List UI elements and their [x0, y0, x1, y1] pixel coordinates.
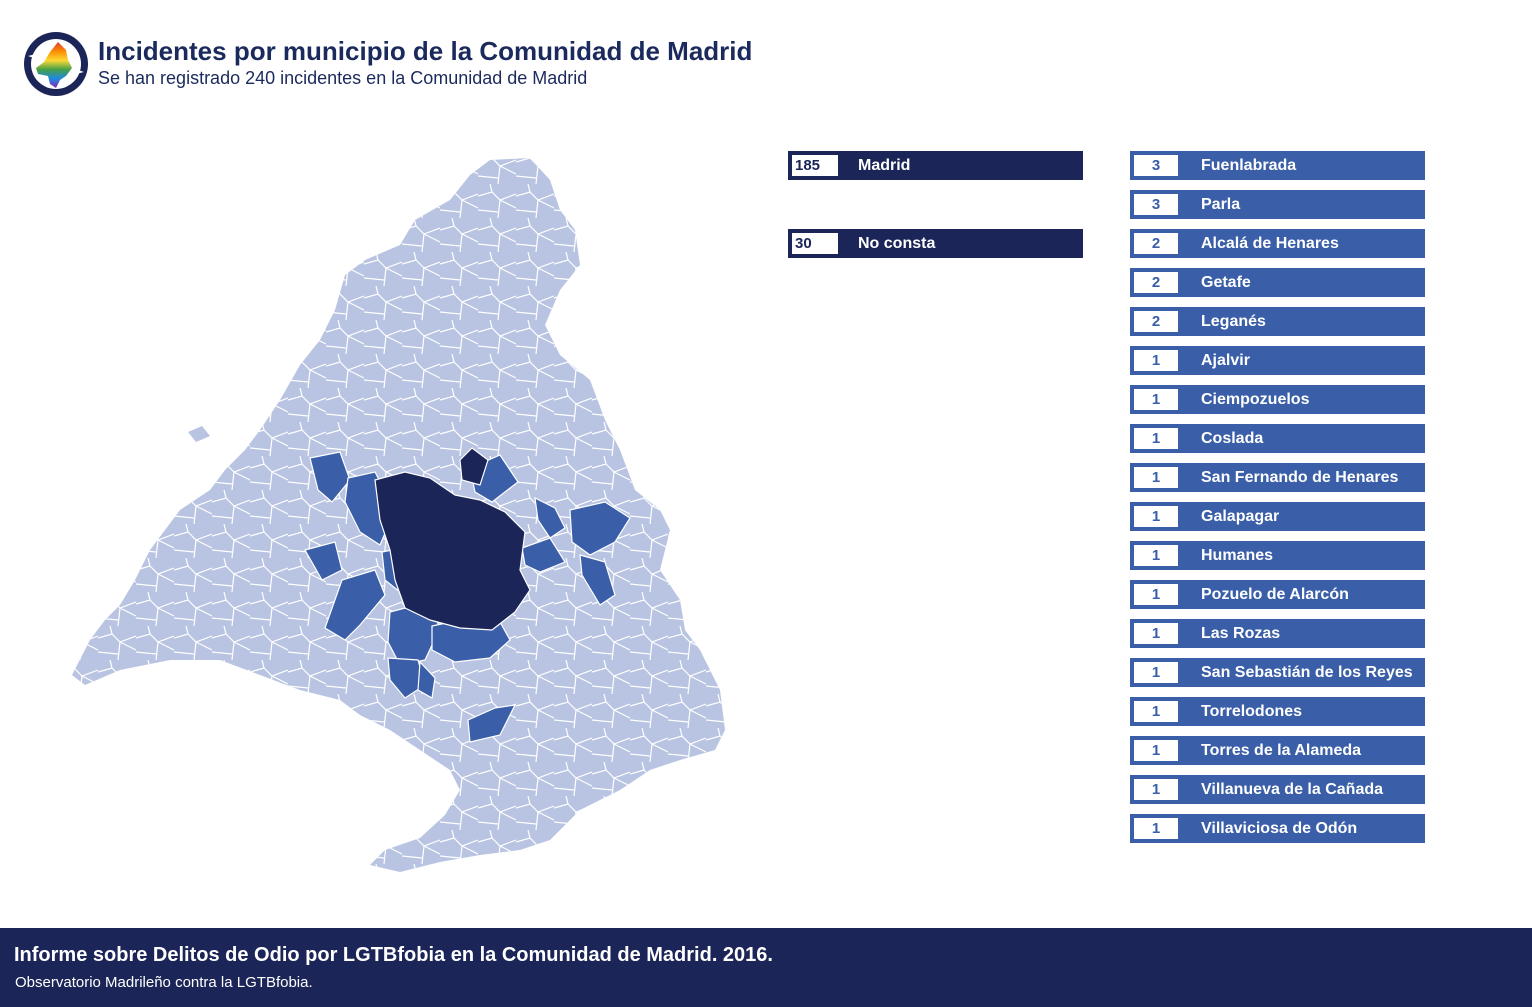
municipality-name: San Fernando de Henares — [1201, 468, 1399, 486]
incident-count: 3 — [1134, 155, 1178, 176]
highlighted-municipalities-medium — [304, 451, 631, 743]
header: Incidentes por municipio de la Comunidad… — [0, 0, 1532, 110]
incident-count: 1 — [1134, 467, 1178, 488]
summary-bar: 185 Madrid — [788, 151, 1083, 180]
incident-count: 1 — [1134, 818, 1178, 839]
municipality-name: Humanes — [1201, 546, 1274, 564]
municipality-name: Torres de la Alameda — [1201, 741, 1362, 759]
municipality-name: Villaviciosa de Odón — [1201, 819, 1358, 837]
municipality-bar: 1 Villanueva de la Cañada — [1130, 775, 1425, 804]
municipality-bar: 1 Pozuelo de Alarcón — [1130, 580, 1425, 609]
incident-count: 1 — [1134, 506, 1178, 527]
madrid-municipalities-map — [72, 158, 725, 872]
footer-subtitle: Observatorio Madrileño contra la LGTBfob… — [15, 974, 313, 991]
incident-count: 1 — [1134, 545, 1178, 566]
municipality-name: Galapagar — [1201, 507, 1280, 525]
municipality-name: Madrid — [858, 156, 911, 174]
municipality-name: Las Rozas — [1201, 624, 1281, 642]
municipality-bar: 3 Fuenlabrada — [1130, 151, 1425, 180]
municipality-name: San Sebastián de los Reyes — [1201, 663, 1413, 681]
municipality-bar: 1 San Sebastián de los Reyes — [1130, 658, 1425, 687]
page-title: Incidentes por municipio de la Comunidad… — [98, 36, 753, 66]
incident-count: 2 — [1134, 311, 1178, 332]
municipality-bar: 1 Torres de la Alameda — [1130, 736, 1425, 765]
municipality-name: Coslada — [1201, 429, 1264, 447]
municipality-name: Villanueva de la Cañada — [1201, 780, 1384, 798]
municipality-name: Leganés — [1201, 312, 1266, 330]
incident-count: 2 — [1134, 233, 1178, 254]
municipality-bar: 1 Humanes — [1130, 541, 1425, 570]
summary-bar: 30 No consta — [788, 229, 1083, 258]
madrid-rainbow-logo-icon — [24, 32, 88, 96]
incident-count: 1 — [1134, 428, 1178, 449]
municipality-name: Parla — [1201, 195, 1241, 213]
footer-title: Informe sobre Delitos de Odio por LGTBfo… — [14, 944, 773, 966]
municipality-name: Alcalá de Henares — [1201, 234, 1339, 252]
municipality-bar: 1 Galapagar — [1130, 502, 1425, 531]
incident-count: 2 — [1134, 272, 1178, 293]
municipality-name: Fuenlabrada — [1201, 156, 1297, 174]
incident-count: 1 — [1134, 701, 1178, 722]
page-subtitle: Se han registrado 240 incidentes en la C… — [98, 68, 588, 88]
madrid-city-dark — [374, 447, 531, 631]
municipality-bar: 1 Ajalvir — [1130, 346, 1425, 375]
municipality-bar: 1 Ciempozuelos — [1130, 385, 1425, 414]
municipality-bar: 1 Torrelodones — [1130, 697, 1425, 726]
municipality-name: Pozuelo de Alarcón — [1201, 585, 1349, 603]
incident-count: 1 — [1134, 350, 1178, 371]
municipality-name: No consta — [858, 234, 936, 252]
municipality-name: Ajalvir — [1201, 351, 1250, 369]
incident-count: 1 — [1134, 740, 1178, 761]
municipality-bar: 1 Villaviciosa de Odón — [1130, 814, 1425, 843]
incident-count: 30 — [792, 233, 838, 254]
municipality-name: Torrelodones — [1201, 702, 1303, 720]
incident-count: 3 — [1134, 194, 1178, 215]
municipality-bar: 1 Coslada — [1130, 424, 1425, 453]
incident-count: 1 — [1134, 779, 1178, 800]
incident-count: 1 — [1134, 623, 1178, 644]
incident-count: 1 — [1134, 662, 1178, 683]
municipality-bar: 2 Alcalá de Henares — [1130, 229, 1425, 258]
municipality-name: Getafe — [1201, 273, 1251, 291]
municipality-bar: 2 Leganés — [1130, 307, 1425, 336]
municipality-name: Ciempozuelos — [1201, 390, 1310, 408]
municipality-bar: 3 Parla — [1130, 190, 1425, 219]
municipality-bar: 1 Las Rozas — [1130, 619, 1425, 648]
incident-count: 185 — [792, 155, 838, 176]
incident-count: 1 — [1134, 584, 1178, 605]
municipality-bar: 2 Getafe — [1130, 268, 1425, 297]
footer: Informe sobre Delitos de Odio por LGTBfo… — [0, 928, 1532, 1007]
municipality-bar: 1 San Fernando de Henares — [1130, 463, 1425, 492]
incident-count: 1 — [1134, 389, 1178, 410]
